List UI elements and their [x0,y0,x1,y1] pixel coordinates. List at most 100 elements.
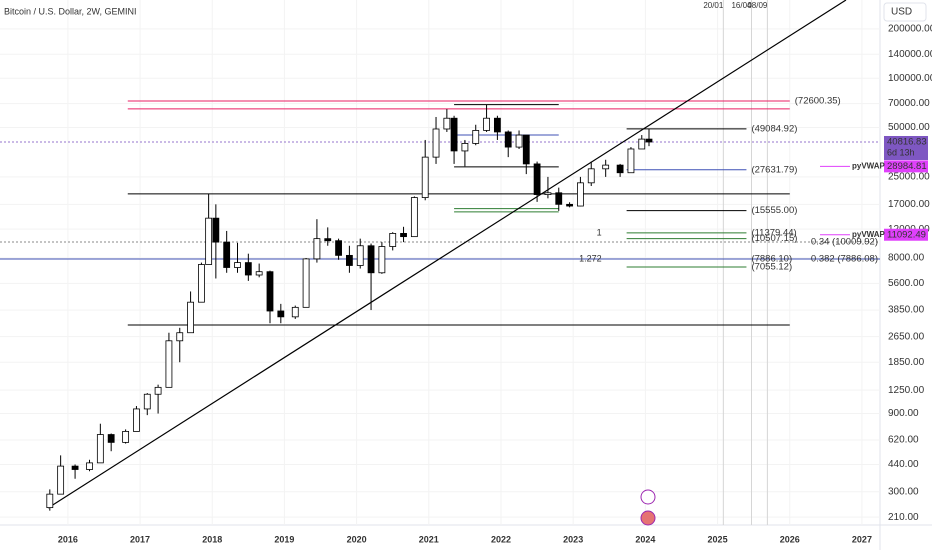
y-tick-label: 620.00 [888,435,919,446]
candle-body [133,408,140,432]
x-tick-label: 2016 [58,534,78,544]
trend-line [47,0,847,509]
candle-body [86,462,93,470]
level-label: (15555.00) [751,205,797,216]
candle-body [46,493,54,509]
x-tick-label: 2020 [347,534,367,544]
candle-body [313,238,321,260]
level-label: (11379.44) [751,227,796,238]
grid [0,0,880,525]
candles [46,104,653,511]
candle-body [645,138,653,143]
candle-body [277,310,285,318]
y-tick-label: 17000.00 [888,199,930,210]
y-tick-label: 440.00 [888,459,919,470]
y-tick-label: 5600.00 [888,278,925,289]
candle-body [346,254,353,266]
x-tick-label: 2023 [563,534,583,544]
y-tick-label: 210.00 [888,512,919,523]
y-tick-label: 140000.00 [888,49,932,60]
price-tag [884,135,928,160]
candle-body [212,217,220,243]
candle-body [154,386,162,395]
level-label: (72600.35) [795,96,841,107]
candle-body [400,233,407,238]
chart-title: Bitcoin / U.S. Dollar, 2W, GEMINI [4,6,137,16]
candle-body [472,130,480,144]
candle-body [324,238,332,242]
x-tick-label: 2021 [419,534,439,544]
candle-body [577,182,584,207]
date-label: 08/09 [747,1,768,10]
price-tag-label: 40816.83 [887,137,927,148]
level-tag: 1.272 [579,253,602,263]
x-tick-label: 2019 [274,534,294,544]
x-tick-label: 2017 [130,534,150,544]
candle-body [432,128,440,158]
y-tick-label: 100000.00 [888,73,932,84]
candle-body [555,192,563,205]
candle-body [165,340,173,388]
candle-body [187,301,194,334]
candle-body [176,332,184,342]
x-tick-label: 2025 [708,534,728,544]
candle-body [627,148,635,174]
candle-body [96,434,104,464]
candle-body [544,192,552,195]
level-label: (27631.79) [751,164,797,175]
candle-body [71,465,79,470]
event-icon[interactable] [640,489,656,505]
candle-body [389,233,397,247]
price-tag-label: 28984.81 [887,161,927,172]
y-tick-label: 70000.00 [888,98,930,109]
candle-body [223,241,231,268]
candle-body [602,164,610,170]
candle-body [378,246,386,274]
currency-box[interactable] [883,2,927,22]
candle-body [443,117,451,130]
currency: USD [891,7,912,18]
event-icon[interactable] [640,510,656,526]
candle-body [522,134,530,165]
candle-body [450,117,458,152]
candle-body [504,131,512,148]
level-label: (7886.10) [751,254,792,265]
candle-body [483,117,490,131]
candle-body [638,138,646,150]
y-tick-label: 300.00 [888,486,919,497]
candle-body [421,156,429,198]
candle-body [198,264,205,303]
y-tick-label: 8000.00 [888,253,925,264]
x-tick-label: 2027 [852,534,872,544]
candle-body [335,240,342,256]
price-tag [884,228,928,241]
price-tag [884,160,928,173]
levels [0,100,880,326]
candle-body [461,143,469,152]
candle-body [57,465,65,495]
price-tag-label: 11092.49 [887,229,926,240]
level-label: 0.34 (10009.92) [811,237,878,248]
y-tick-label: 200000.00 [888,24,932,35]
y-tick-label: 2650.00 [888,331,925,342]
vwap-label: pyVWAP [852,230,886,239]
candle-body [205,217,213,265]
x-tick-label: 2018 [202,534,222,544]
candle-body [566,203,573,207]
x-tick-label: 2022 [491,534,511,544]
level-label: (10507.15) [751,233,797,244]
level-label: (49084.92) [751,123,797,134]
candle-body [587,168,595,184]
date-label: 16/04 [731,1,752,10]
candle-body [143,393,151,410]
candle-body [356,245,364,266]
vwap-label: pyVWAP [852,161,886,170]
level-tag: 1 [597,227,602,237]
y-tick-label: 1250.00 [888,385,925,396]
x-tick-label: 2024 [635,534,655,544]
level-label: 0.382 (7886.08) [811,254,878,265]
candle-body [266,271,274,312]
price-tag-sub: 6d 13h [887,147,915,157]
